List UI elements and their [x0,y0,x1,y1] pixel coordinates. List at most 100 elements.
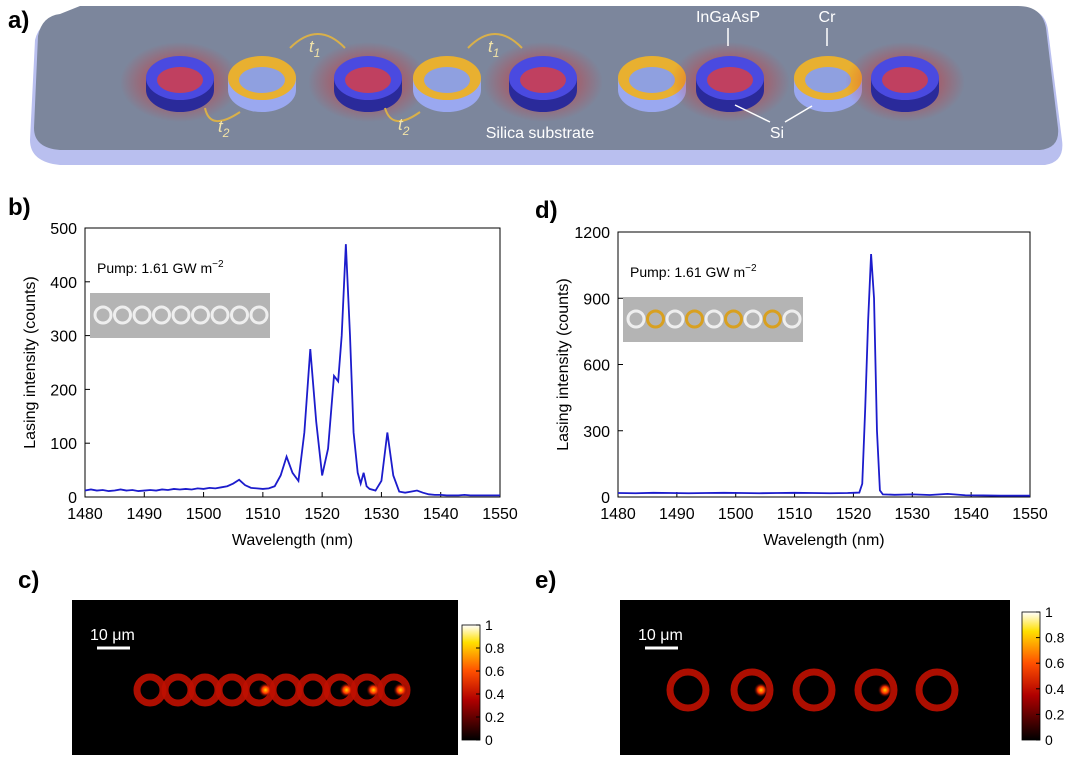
inset-ring [152,305,171,325]
mode-ring [730,668,774,712]
x-tick-label: 1540 [953,506,989,523]
colorbar-tick-label: 1 [485,617,493,633]
panel-label: a) [8,7,29,34]
y-axis-label: Lasing intensity (counts) [22,276,39,449]
colorbar-tick-label: 0 [485,732,493,748]
colorbar-tick-label: 0.4 [485,686,505,702]
ring-hole [629,67,675,93]
inset-ring [685,309,704,329]
coupling-label: t1 [488,37,499,60]
x-tick-label: 1520 [836,506,872,523]
ring-hole [882,67,928,93]
y-tick-label: 300 [583,424,610,441]
spectrum-line [84,244,500,497]
coupling-label: t1 [309,37,320,60]
ring-hole [805,67,851,93]
y-tick-label: 500 [50,221,77,238]
x-tick-label: 1550 [482,506,518,523]
subscript: 2 [402,124,410,138]
inset-ring [191,305,210,325]
inset-ring [210,305,230,325]
y-tick-label: 0 [601,490,610,507]
y-tick-label: 600 [583,358,610,375]
annotation: Pump: 1.61 GW m−2 [97,259,224,276]
y-tick-label: 100 [50,436,77,453]
inset-ring [132,305,152,325]
colorbar-tick-label: 0.4 [1045,681,1065,697]
x-tick-label: 1490 [659,506,695,523]
ring-hole [345,67,391,93]
symbol: t [488,37,494,56]
subscript: 2 [222,126,230,140]
panel-label: e) [535,567,556,594]
hot-spot [754,683,768,697]
scale-bar-label: 10 μm [90,627,135,644]
hot-spot [339,683,354,697]
annotation-text: Pump: 1.61 GW m [630,264,745,280]
annotation: Pump: 1.61 GW m−2 [630,263,757,280]
colorbar [461,624,481,741]
coupling-label: t2 [218,117,230,140]
y-tick-label: 400 [50,275,77,292]
colorbar-tick-label: 0.8 [1045,630,1065,646]
subscript: 1 [314,46,321,60]
y-tick-label: 1200 [574,225,610,242]
inset-ring [626,309,646,329]
rings [120,42,965,122]
ring-hole [520,67,566,93]
x-tick-label: 1510 [777,506,813,523]
material-label: Si [770,125,784,142]
inset-ring [782,309,802,329]
x-tick-label: 1500 [718,506,754,523]
hot-spot [393,683,408,697]
inset-ring [665,309,685,329]
colorbar-tick-label: 0.2 [485,709,505,725]
symbol: t [398,115,404,134]
x-tick-label: 1550 [1012,506,1048,523]
inset-image [623,297,803,342]
ring-hole [707,67,753,93]
inset-ring [763,309,782,329]
colorbar-tick-label: 0.8 [485,640,505,656]
y-tick-label: 0 [68,490,77,507]
subscript: 1 [493,46,500,60]
plot-frame [84,227,501,498]
symbol: t [218,117,224,136]
x-tick-label: 1520 [304,506,340,523]
x-tick-label: 1510 [245,506,281,523]
coupling-arrows [204,33,523,122]
symbol: t [309,37,315,56]
coupling-label: t2 [398,115,410,138]
hot-spot [878,683,892,697]
ring-hole [424,67,470,93]
superscript: −2 [212,259,224,270]
panel-label: d) [535,197,558,224]
inset-ring [249,305,269,325]
y-tick-label: 300 [50,329,77,346]
hot-spot [258,683,273,697]
inset-ring [704,309,724,329]
colorbar [1021,611,1041,741]
panel-label: c) [18,567,39,594]
material-label: Cr [819,9,837,26]
colorbar-tick-label: 0.6 [485,663,505,679]
annotation-text: Pump: 1.61 GW m [97,260,212,276]
material-label: InGaAsP [696,9,760,26]
inset-ring [93,305,113,325]
x-tick-label: 1490 [126,506,162,523]
x-tick-label: 1500 [186,506,222,523]
x-tick-label: 1480 [67,506,103,523]
panel-label: b) [8,194,31,221]
inset-ring [724,309,743,329]
mode-ring [792,668,836,712]
x-tick-label: 1530 [894,506,930,523]
ring-hole [239,67,285,93]
inset-image [90,293,270,338]
colorbar-tick-label: 1 [1045,604,1053,620]
material-label: Silica substrate [486,125,595,142]
x-tick-label: 1480 [600,506,636,523]
scale-bar-label: 10 μm [638,627,683,644]
inset-ring [230,305,249,325]
pointer-arrows [727,28,828,123]
